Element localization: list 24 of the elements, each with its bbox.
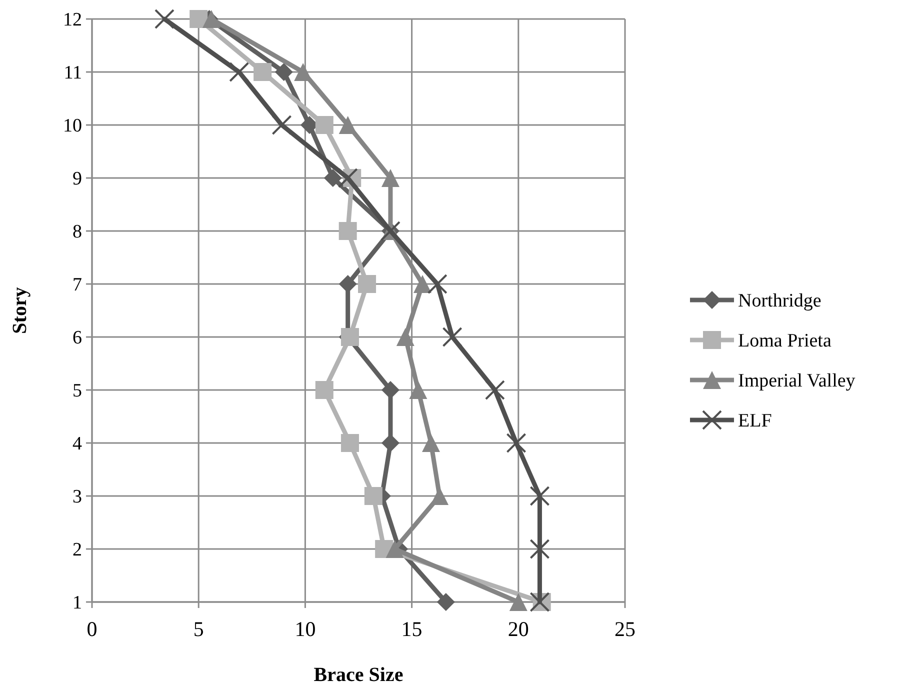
y-tick-label: 1 xyxy=(72,592,82,614)
legend-label: Imperial Valley xyxy=(738,370,856,392)
y-tick-label: 12 xyxy=(63,10,82,31)
y-tick-label: 11 xyxy=(64,62,82,84)
x-tick-label: 10 xyxy=(294,617,316,641)
x-tick-label: 5 xyxy=(193,617,204,641)
x-tick-label: 25 xyxy=(614,617,636,641)
legend-label: ELF xyxy=(738,410,772,432)
y-tick-label: 7 xyxy=(72,274,82,296)
y-axis-title: Story xyxy=(9,287,31,334)
y-tick-label: 5 xyxy=(72,380,82,402)
y-tick-label: 6 xyxy=(72,328,82,349)
legend-label: Northridge xyxy=(738,290,822,312)
y-tick-label: 4 xyxy=(72,434,82,455)
y-tick-label: 2 xyxy=(72,540,82,561)
x-tick-label: 20 xyxy=(508,617,529,641)
y-tick-label: 8 xyxy=(72,222,82,243)
legend-label: Loma Prieta xyxy=(738,330,832,352)
y-tick-label: 3 xyxy=(72,486,82,508)
y-tick-label: 9 xyxy=(72,168,82,190)
x-tick-label: 15 xyxy=(401,617,422,641)
x-axis-title: Brace Size xyxy=(314,664,404,686)
x-tick-label: 0 xyxy=(86,617,98,641)
y-tick-label: 10 xyxy=(63,116,82,137)
